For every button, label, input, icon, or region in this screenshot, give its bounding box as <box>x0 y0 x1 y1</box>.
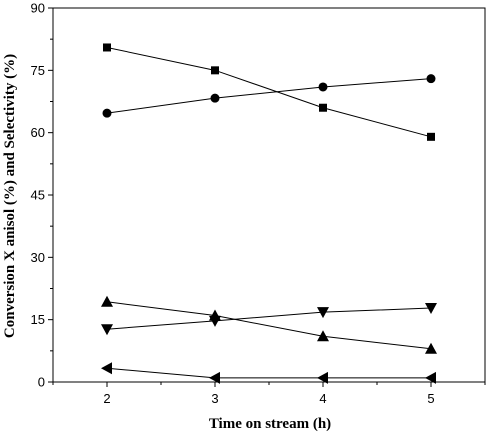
series-square <box>103 43 435 141</box>
data-point-circle <box>210 93 220 103</box>
series-line <box>106 301 432 350</box>
series-line <box>106 367 431 379</box>
y-axis-title: Conversion X anisol (%) and Selectivity … <box>2 54 18 338</box>
series-line <box>106 46 432 138</box>
x-tick-label: 5 <box>427 391 434 406</box>
data-point-triangle-down <box>317 307 329 319</box>
series-triangle-up <box>101 295 437 354</box>
x-axis-title: Time on stream (h) <box>209 416 331 432</box>
y-tick-label: 45 <box>31 188 45 203</box>
data-point-circle <box>426 74 436 84</box>
data-point-triangle-down <box>209 315 221 327</box>
y-tick-label: 75 <box>31 63 45 78</box>
x-tick-label: 2 <box>103 391 110 406</box>
series-line <box>106 78 432 114</box>
data-point-circle <box>102 108 112 118</box>
x-tick-label: 3 <box>211 391 218 406</box>
data-point-square <box>103 43 111 52</box>
data-point-triangle-up <box>101 295 113 307</box>
y-tick-label: 60 <box>31 125 45 140</box>
x-tick-label: 4 <box>319 391 326 406</box>
data-point-triangle-left <box>425 371 436 384</box>
data-point-triangle-down <box>425 303 437 315</box>
y-tick-label: 0 <box>38 375 45 390</box>
y-tick-label: 15 <box>31 312 45 327</box>
data-point-square <box>427 132 435 141</box>
series-line <box>106 307 432 330</box>
series-layer <box>101 43 437 384</box>
data-point-triangle-up <box>425 342 437 354</box>
series-triangle-down <box>101 303 437 336</box>
data-point-square <box>319 103 327 112</box>
data-point-circle <box>318 82 328 92</box>
data-point-square <box>211 66 219 75</box>
data-point-triangle-up <box>317 330 329 342</box>
data-point-triangle-down <box>101 324 113 336</box>
data-point-triangle-left <box>209 371 220 384</box>
axis-ticks <box>48 7 486 387</box>
data-point-triangle-left <box>101 362 112 375</box>
y-tick-label: 90 <box>31 1 45 16</box>
series-circle <box>102 74 436 118</box>
data-point-triangle-left <box>317 371 328 384</box>
series-triangle-left <box>101 362 436 384</box>
y-tick-label: 30 <box>31 250 45 265</box>
